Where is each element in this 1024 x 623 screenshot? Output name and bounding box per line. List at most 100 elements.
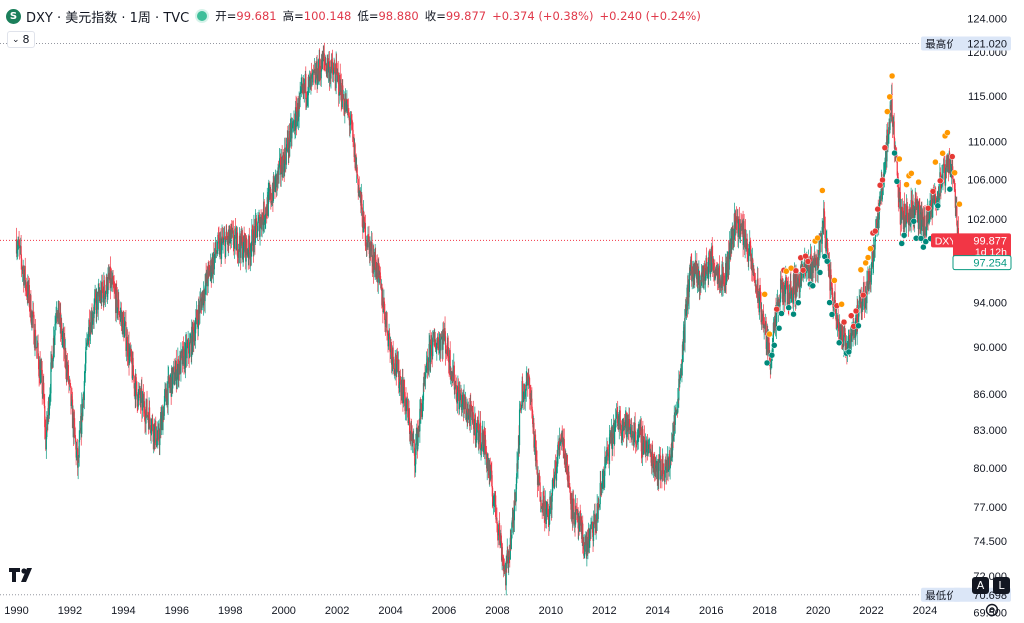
candle-body bbox=[46, 417, 48, 437]
candle-body bbox=[943, 164, 945, 165]
candle-body bbox=[348, 116, 351, 126]
candle-body bbox=[837, 315, 839, 324]
candle-body bbox=[226, 231, 228, 240]
candle-body bbox=[163, 395, 166, 406]
candle-body bbox=[666, 460, 668, 473]
candle-body bbox=[735, 217, 737, 222]
candle-body bbox=[517, 452, 519, 469]
candle-body bbox=[700, 272, 703, 286]
candle-body bbox=[481, 432, 483, 445]
candle-body bbox=[278, 158, 281, 166]
candle-body bbox=[912, 201, 914, 219]
candle-body bbox=[317, 83, 319, 86]
candle-body bbox=[461, 404, 463, 410]
candle-body bbox=[935, 199, 937, 201]
candle-body bbox=[557, 442, 559, 455]
candle-body bbox=[376, 263, 378, 279]
candle-body bbox=[765, 321, 767, 349]
candle-body bbox=[642, 442, 644, 455]
candle-body bbox=[538, 475, 541, 483]
log-scale-button[interactable]: L bbox=[993, 577, 1010, 594]
candle-body bbox=[26, 291, 28, 293]
candle-body bbox=[607, 452, 609, 456]
candle-body bbox=[542, 510, 544, 511]
candle-body bbox=[689, 267, 691, 280]
candle-body bbox=[525, 390, 527, 392]
candle-body bbox=[165, 387, 167, 399]
candle-body bbox=[289, 141, 291, 148]
candle-body bbox=[221, 236, 224, 243]
candle-body bbox=[218, 237, 220, 239]
candle-body bbox=[493, 497, 495, 502]
candle-body bbox=[643, 436, 646, 452]
candle-body bbox=[642, 429, 644, 455]
candle-body bbox=[330, 59, 333, 70]
signal-dot bbox=[898, 240, 905, 247]
candle-body bbox=[681, 344, 684, 364]
candle-body bbox=[408, 417, 411, 434]
candle-body bbox=[722, 272, 725, 276]
candle-body bbox=[464, 407, 466, 410]
candle-body bbox=[135, 377, 137, 382]
candle-body bbox=[791, 288, 794, 295]
candle-body bbox=[939, 172, 941, 182]
signal-dot bbox=[915, 178, 922, 186]
candle-body bbox=[653, 458, 655, 464]
candle-body bbox=[280, 172, 282, 175]
symbol-title[interactable]: DXY · 美元指数 · 1周 · TVC bbox=[26, 10, 190, 26]
candle-body bbox=[601, 483, 603, 488]
candle-body bbox=[209, 270, 211, 277]
candle-body bbox=[357, 178, 359, 193]
candle-body bbox=[920, 211, 922, 231]
signal-dot bbox=[792, 267, 800, 275]
signal-dot bbox=[773, 305, 780, 313]
candle-body bbox=[847, 345, 849, 348]
high-marker-value-bg bbox=[953, 36, 1011, 51]
candle-body bbox=[197, 304, 200, 329]
candle-body bbox=[20, 246, 22, 259]
candle-body bbox=[164, 390, 166, 396]
market-status-icon[interactable] bbox=[197, 11, 208, 21]
candle-body bbox=[24, 266, 26, 285]
candle-body bbox=[433, 332, 435, 342]
candle-body bbox=[698, 270, 701, 291]
candle-body bbox=[301, 85, 303, 88]
candle-body bbox=[597, 505, 599, 519]
candle-body bbox=[826, 239, 828, 249]
candle-body bbox=[754, 276, 756, 282]
candle-body bbox=[97, 291, 99, 310]
candle-body bbox=[609, 433, 611, 438]
change-value-2: +0.240 (+0.24%) bbox=[599, 9, 701, 23]
candle-body bbox=[104, 291, 106, 300]
candle-body bbox=[923, 225, 925, 239]
candle-body bbox=[243, 235, 245, 242]
candle-body bbox=[870, 262, 873, 276]
candle-body bbox=[633, 431, 635, 446]
candle-body bbox=[137, 406, 139, 408]
candle-body bbox=[361, 207, 363, 227]
candle-body bbox=[311, 72, 314, 76]
candle-body bbox=[169, 382, 171, 387]
candle-body bbox=[405, 405, 408, 412]
candle-body bbox=[308, 79, 310, 81]
tradingview-logo-icon[interactable] bbox=[9, 568, 37, 582]
candle-body bbox=[234, 228, 236, 239]
candle-body bbox=[457, 387, 460, 393]
candle-body bbox=[217, 234, 220, 238]
candle-body bbox=[579, 515, 581, 523]
price-tick-label: 110.000 bbox=[968, 136, 1007, 148]
candle-body bbox=[198, 304, 200, 310]
settings-icon[interactable] bbox=[984, 602, 1000, 618]
indicators-toggle[interactable]: ⌄ 8 bbox=[7, 31, 35, 48]
candle-body bbox=[752, 271, 754, 276]
auto-scale-button[interactable]: A bbox=[972, 577, 989, 594]
candle-body bbox=[423, 373, 426, 385]
price-tick-label: 80.000 bbox=[973, 463, 1007, 475]
candle-body bbox=[345, 101, 347, 112]
candle-body bbox=[422, 400, 424, 405]
candle-body bbox=[697, 272, 699, 285]
candle-body bbox=[413, 439, 415, 450]
signal-dot bbox=[884, 108, 891, 115]
candle-body bbox=[93, 304, 95, 319]
